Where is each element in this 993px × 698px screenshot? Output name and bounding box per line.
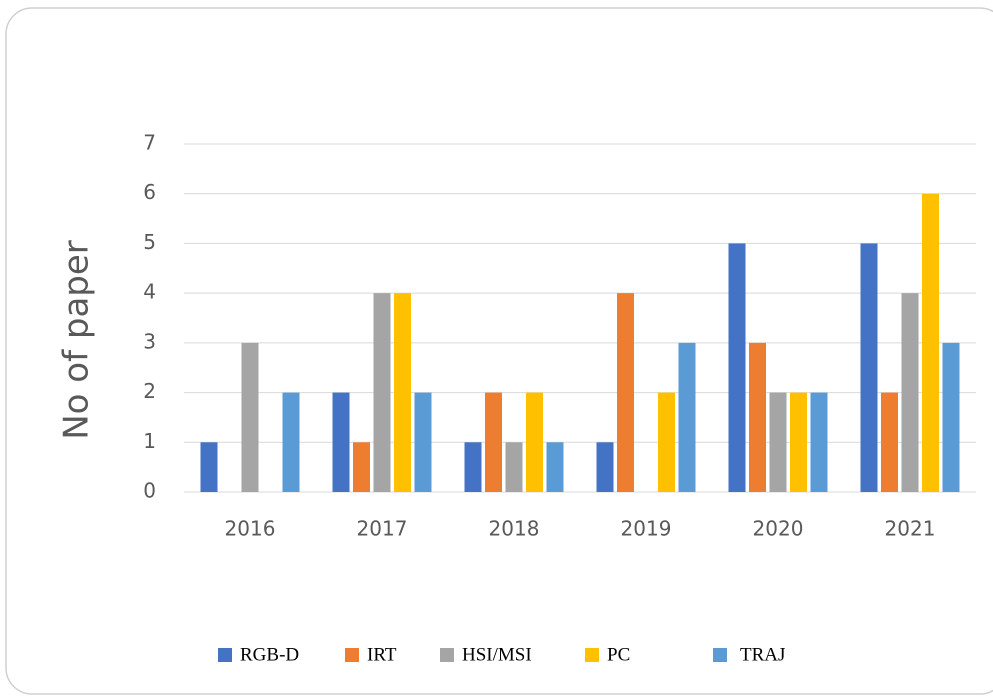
legend-label: HSI/MSI	[462, 644, 532, 665]
bar	[526, 392, 543, 492]
bar	[881, 392, 898, 492]
legend-swatch	[713, 648, 727, 662]
bar	[901, 293, 919, 492]
x-tick-label: 2016	[225, 517, 276, 541]
bar	[790, 392, 807, 492]
bar	[332, 392, 350, 492]
x-tick-label: 2020	[753, 517, 804, 541]
bar	[922, 193, 939, 492]
bar	[414, 392, 432, 492]
y-tick-label: 0	[143, 479, 156, 503]
bar	[353, 442, 370, 492]
bar	[282, 392, 300, 492]
bar	[505, 442, 523, 492]
legend-swatch	[345, 648, 359, 662]
x-tick-label: 2021	[885, 517, 936, 541]
bar	[769, 392, 787, 492]
bar	[394, 293, 411, 492]
y-tick-label: 6	[143, 180, 156, 204]
bar	[942, 342, 960, 492]
bar	[728, 243, 746, 492]
bar	[373, 293, 391, 492]
bar	[749, 342, 766, 492]
bar	[658, 392, 675, 492]
y-axis-label: No of paper	[57, 240, 97, 440]
y-tick-label: 7	[143, 131, 156, 155]
bar	[810, 392, 828, 492]
bar	[485, 392, 502, 492]
bar	[596, 442, 614, 492]
x-tick-label: 2018	[489, 517, 540, 541]
legend-swatch	[218, 648, 232, 662]
y-tick-label: 3	[143, 329, 156, 353]
y-tick-label: 4	[143, 280, 156, 304]
bar	[464, 442, 482, 492]
x-tick-label: 2019	[621, 517, 672, 541]
y-tick-label: 5	[143, 230, 156, 254]
legend-label: TRAJ	[740, 644, 785, 665]
legend-swatch	[585, 648, 599, 662]
x-tick-label: 2017	[357, 517, 408, 541]
y-tick-label: 1	[143, 429, 156, 453]
y-tick-label: 2	[143, 379, 156, 403]
bar	[617, 293, 634, 492]
bar	[241, 342, 259, 492]
legend-label: RGB-D	[240, 644, 299, 665]
bar	[200, 442, 218, 492]
bar	[860, 243, 878, 492]
legend-swatch	[440, 648, 454, 662]
legend-label: PC	[607, 644, 630, 665]
chart-frame	[5, 7, 993, 695]
bar	[546, 442, 564, 492]
bar	[678, 342, 696, 492]
legend-label: IRT	[367, 644, 397, 665]
